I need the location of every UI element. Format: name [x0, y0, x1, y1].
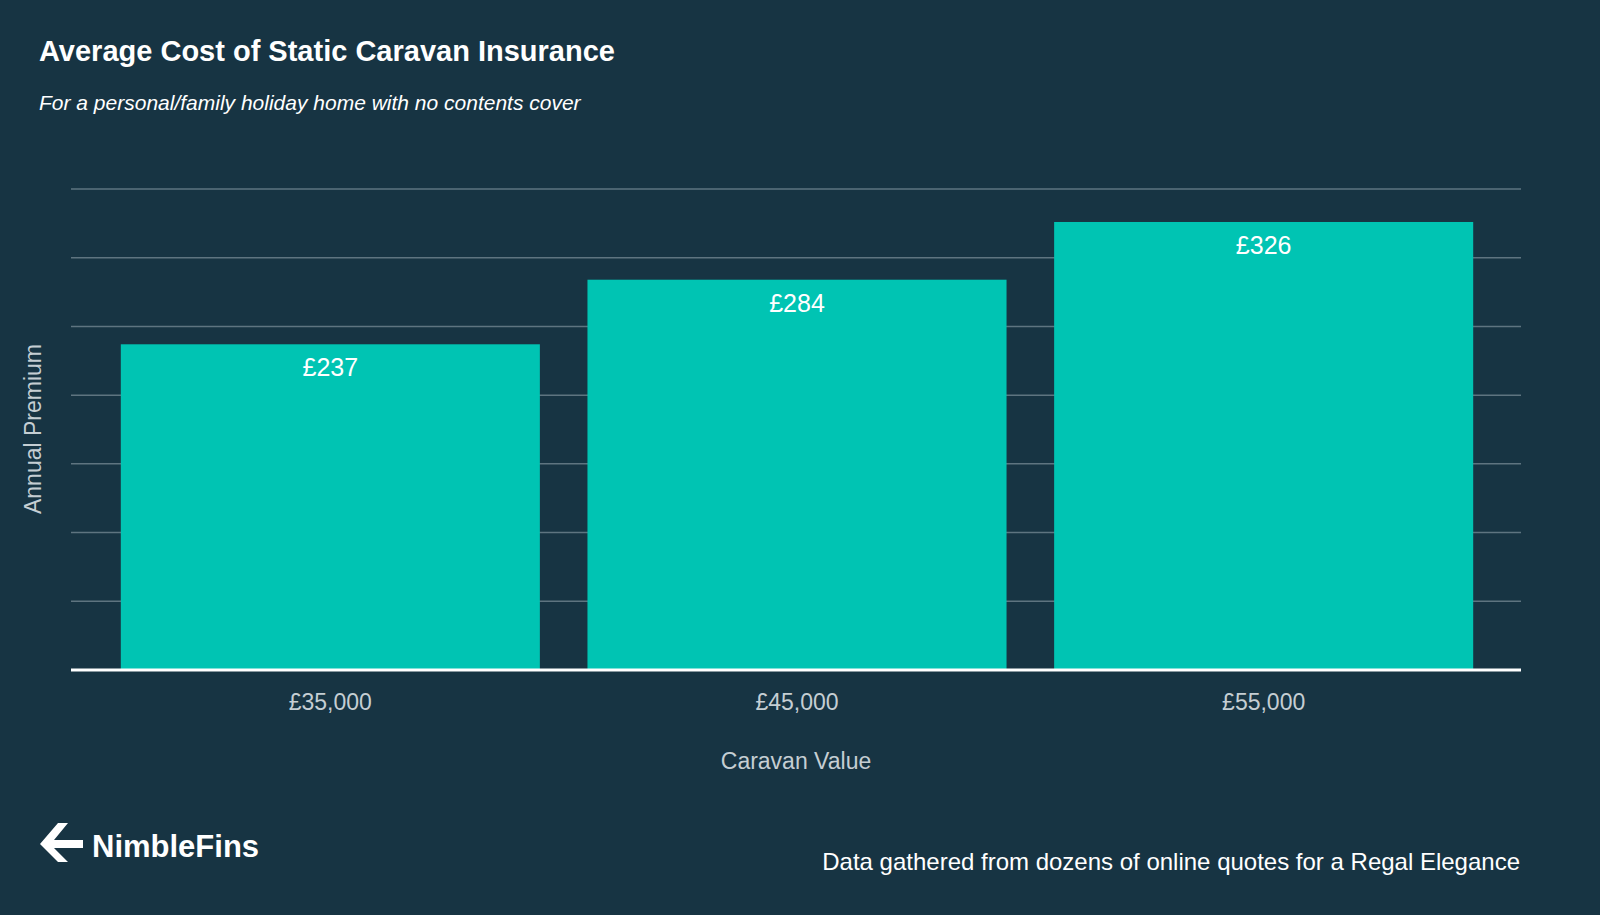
- x-axis-line: [71, 669, 1521, 672]
- bar: [121, 344, 540, 670]
- subtitle: For a personal/family holiday home with …: [39, 91, 582, 114]
- chart-root: Average Cost of Static Caravan Insurance…: [0, 0, 1600, 915]
- title: Average Cost of Static Caravan Insurance: [39, 35, 615, 67]
- data-label: £326: [1236, 231, 1292, 259]
- x-axis-title: Caravan Value: [721, 748, 871, 774]
- bar: [1054, 222, 1473, 670]
- grid-line: [71, 188, 1521, 190]
- source: Data gathered from dozens of online quot…: [822, 848, 1520, 875]
- x-tick-label: £55,000: [1222, 689, 1305, 715]
- brand: NimbleFins: [92, 829, 259, 864]
- grid: [71, 189, 1521, 670]
- y-axis-title: Annual Premium: [20, 344, 46, 514]
- x-tick-label: £35,000: [289, 689, 372, 715]
- bars: [121, 222, 1473, 670]
- data-label: £284: [769, 289, 825, 317]
- grid-line: [71, 669, 1521, 671]
- data-label: £237: [303, 353, 359, 381]
- bar: [587, 280, 1006, 670]
- logo-icon: [40, 823, 83, 862]
- background: [0, 0, 1600, 915]
- x-tick-label: £45,000: [755, 689, 838, 715]
